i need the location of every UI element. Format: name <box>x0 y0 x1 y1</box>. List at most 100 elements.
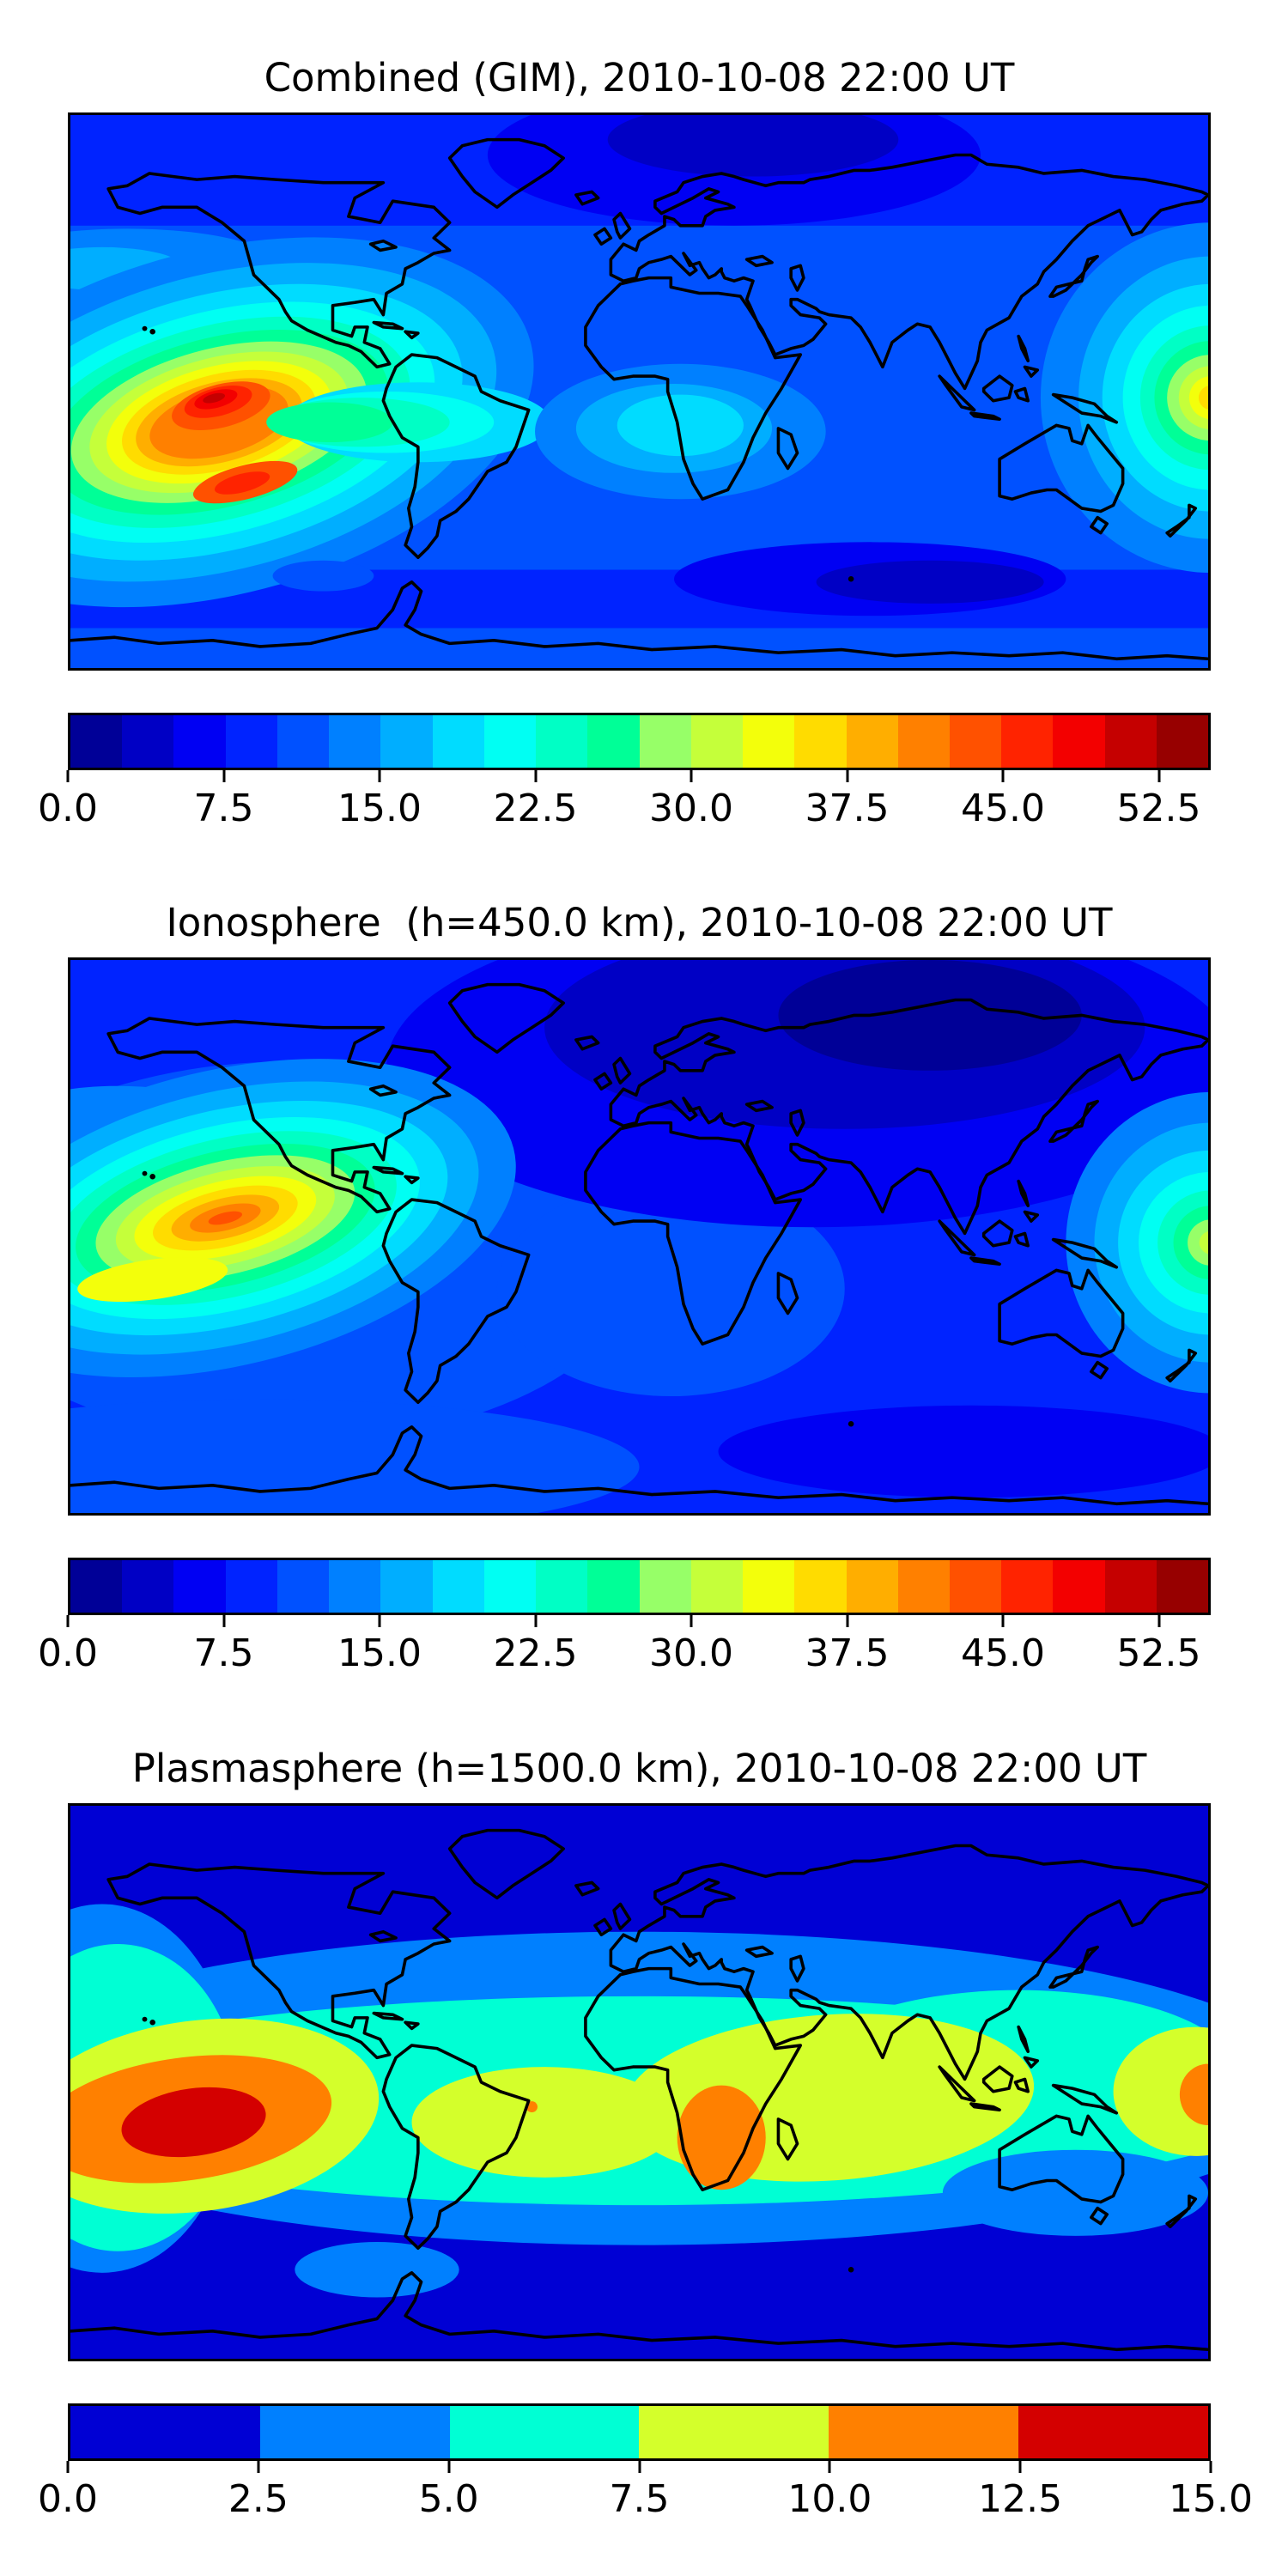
colorbar-segment <box>1104 715 1157 768</box>
panel3-colorbar-labels: 0.0 2.5 5.0 7.5 10.0 12.5 15.0 <box>38 2476 1253 2524</box>
panel3-contour-map <box>70 1806 1208 2359</box>
colorbar-segment <box>1001 715 1054 768</box>
colorbar-segment <box>225 715 277 768</box>
colorbar-tick <box>1018 2461 1022 2473</box>
colorbar-tick <box>222 770 225 782</box>
colorbar-segment <box>1001 1560 1054 1613</box>
colorbar-tick <box>1001 770 1005 782</box>
colorbar-segment <box>276 715 330 768</box>
colorbar-tick-label: 37.5 <box>805 787 890 830</box>
colorbar-segment <box>587 715 640 768</box>
colorbar-segment <box>380 1560 433 1613</box>
colorbar-tick-label: 45.0 <box>961 1631 1045 1675</box>
colorbar-tick <box>638 2461 641 2473</box>
colorbar-tick-label: 15.0 <box>1169 2477 1253 2521</box>
colorbar-tick-label: 37.5 <box>805 1631 890 1675</box>
colorbar-tick <box>257 2461 260 2473</box>
colorbar-segment <box>70 1560 123 1613</box>
panel2-colorbar-ticks <box>66 1615 1211 1628</box>
colorbar-segment <box>225 1560 277 1613</box>
colorbar-segment <box>897 1560 950 1613</box>
panel1-colorbar-ticks <box>66 770 1211 783</box>
colorbar-segment <box>1053 715 1105 768</box>
panel1-title: Combined (GIM), 2010-10-08 22:00 UT <box>264 55 1015 100</box>
colorbar-tick-label: 22.5 <box>493 787 578 830</box>
colorbar-tick <box>447 2461 451 2473</box>
colorbar-tick-label: 0.0 <box>38 787 98 830</box>
colorbar-tick <box>1157 770 1160 782</box>
colorbar-segment <box>536 715 588 768</box>
colorbar-segment <box>639 715 691 768</box>
panel1-colorbar-labels: 0.0 7.5 15.0 22.5 30.0 37.5 45.0 52.5 <box>38 785 1211 833</box>
colorbar-tick-label: 12.5 <box>978 2477 1063 2521</box>
panel3-map <box>68 1803 1211 2361</box>
colorbar-segment <box>1104 1560 1157 1613</box>
colorbar-tick <box>222 1615 225 1627</box>
panel1-hotspot <box>70 237 534 608</box>
colorbar-segment <box>483 1560 537 1613</box>
colorbar-segment <box>690 715 744 768</box>
panel1-right-edge-hotspot <box>1040 222 1208 574</box>
colorbar-tick-label: 0.0 <box>38 2477 98 2521</box>
colorbar-segment <box>122 715 174 768</box>
colorbar-tick <box>66 770 70 782</box>
colorbar-segment <box>380 715 433 768</box>
colorbar-tick-label: 30.0 <box>649 787 733 830</box>
colorbar-segment <box>483 715 537 768</box>
panel2-colorbar-labels: 0.0 7.5 15.0 22.5 30.0 37.5 45.0 52.5 <box>38 1630 1211 1678</box>
colorbar-segment <box>1018 2406 1208 2458</box>
colorbar-tick <box>846 770 848 782</box>
colorbar-tick <box>378 1615 381 1627</box>
colorbar-tick <box>66 1615 70 1627</box>
colorbar-segment <box>829 2406 1019 2458</box>
colorbar-segment <box>794 715 847 768</box>
panel2-map <box>68 957 1211 1516</box>
colorbar-tick-label: 5.0 <box>418 2477 479 2521</box>
panel1-contour-map <box>70 115 1208 668</box>
colorbar-tick <box>1209 2461 1212 2473</box>
colorbar-tick-label: 10.0 <box>787 2477 872 2521</box>
colorbar-tick <box>828 2461 831 2473</box>
colorbar-segment <box>329 715 381 768</box>
colorbar-segment <box>432 1560 484 1613</box>
colorbar-segment <box>259 2406 450 2458</box>
colorbar-segment <box>329 1560 381 1613</box>
colorbar-segment <box>743 1560 795 1613</box>
colorbar-segment <box>1053 1560 1105 1613</box>
colorbar-tick-label: 30.0 <box>649 1631 733 1675</box>
colorbar-segment <box>587 1560 640 1613</box>
panel1-colorbar <box>68 713 1211 770</box>
colorbar-segment <box>794 1560 847 1613</box>
colorbar-segment <box>276 1560 330 1613</box>
colorbar-segment <box>122 1560 174 1613</box>
colorbar-segment <box>897 715 950 768</box>
colorbar-segment <box>536 1560 588 1613</box>
colorbar-segment <box>846 1560 898 1613</box>
colorbar-tick <box>690 770 693 782</box>
panel2-hotspot <box>70 1059 516 1377</box>
colorbar-segment <box>639 1560 691 1613</box>
colorbar-tick <box>846 1615 848 1627</box>
panel3-title: Plasmasphere (h=1500.0 km), 2010-10-08 2… <box>131 1746 1147 1791</box>
panel2-title: Ionosphere (h=450.0 km), 2010-10-08 22:0… <box>166 900 1113 945</box>
colorbar-tick <box>534 1615 537 1627</box>
colorbar-tick-label: 0.0 <box>38 1631 98 1675</box>
panel3-colorbar-ticks <box>66 2461 1212 2474</box>
colorbar-tick-label: 2.5 <box>228 2477 289 2521</box>
colorbar-segment <box>1156 715 1209 768</box>
colorbar-segment <box>743 715 795 768</box>
colorbar-segment <box>432 715 484 768</box>
colorbar-segment <box>949 1560 1002 1613</box>
colorbar-tick-label: 52.5 <box>1116 787 1201 830</box>
colorbar-segment <box>639 2406 829 2458</box>
colorbar-tick <box>66 2461 70 2473</box>
colorbar-tick <box>1157 1615 1160 1627</box>
colorbar-tick <box>534 770 537 782</box>
colorbar-tick-label: 45.0 <box>961 787 1045 830</box>
colorbar-tick-label: 7.5 <box>193 1631 254 1675</box>
colorbar-segment <box>173 715 226 768</box>
colorbar-tick <box>690 1615 693 1627</box>
panel2-contour-map <box>70 960 1208 1513</box>
colorbar-segment <box>173 1560 226 1613</box>
